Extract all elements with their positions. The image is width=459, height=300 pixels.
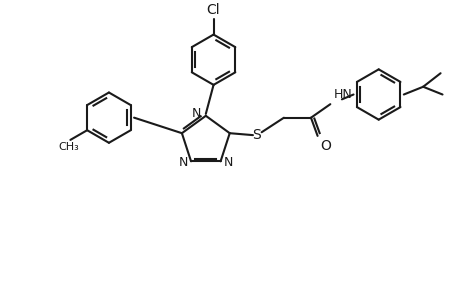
Text: N: N: [191, 107, 201, 120]
Text: N: N: [223, 156, 232, 169]
Text: N: N: [179, 156, 188, 169]
Text: O: O: [320, 139, 330, 153]
Text: CH₃: CH₃: [58, 142, 78, 152]
Text: Cl: Cl: [206, 3, 220, 17]
Text: S: S: [252, 128, 261, 142]
Text: HN: HN: [334, 88, 352, 101]
